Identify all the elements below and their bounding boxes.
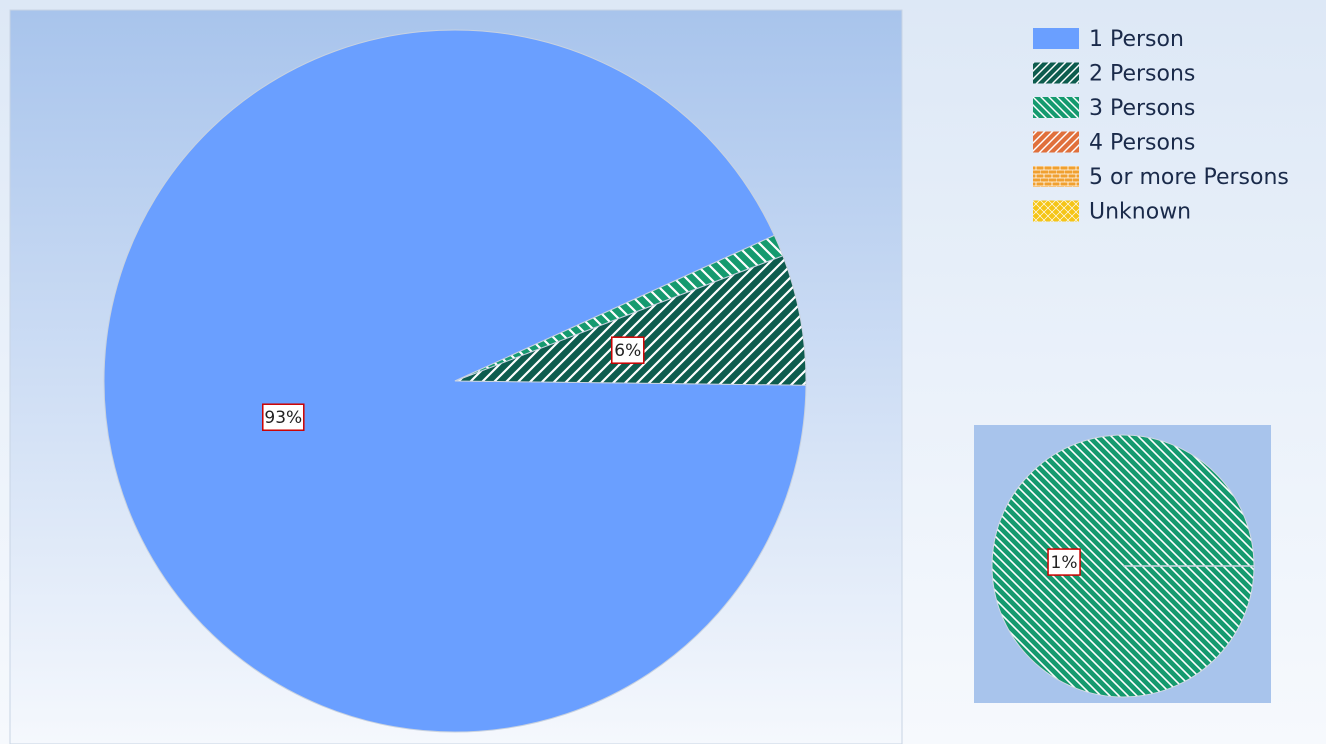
legend-item-1-person[interactable]: 1 Person: [1033, 27, 1184, 52]
main-label-2-persons: 6%: [614, 341, 641, 361]
main-slice-3-persons[interactable]: [454, 234, 784, 382]
legend-label: 2 Persons: [1089, 62, 1195, 87]
inset-label-box: [1047, 548, 1081, 576]
inset-pie: [991, 434, 1255, 698]
legend-item-unknown[interactable]: Unknown: [1033, 200, 1191, 225]
legend-label: 3 Persons: [1089, 96, 1195, 121]
legend-item-2-persons[interactable]: 2 Persons: [1033, 62, 1195, 87]
legend-label: 5 or more Persons: [1089, 165, 1289, 190]
main-label-1-person: 93%: [264, 408, 302, 428]
legend-swatch: [1033, 166, 1079, 187]
inset-pie-labels: 1%: [1047, 548, 1081, 576]
legend-item-3-persons[interactable]: 3 Persons: [1033, 96, 1195, 121]
legend-label: 1 Person: [1089, 27, 1184, 52]
legend-swatch: [1033, 200, 1079, 222]
main-pie: [103, 29, 807, 733]
legend: 1 Person 2 Persons 3 Persons 4 Persons 5 or …: [1033, 27, 1289, 225]
legend-item-4-persons[interactable]: 4 Persons: [1033, 131, 1195, 156]
main-slice-2-persons[interactable]: [454, 255, 807, 386]
legend-swatch: [1033, 131, 1079, 153]
legend-label: Unknown: [1089, 200, 1191, 225]
legend-swatch: [1033, 97, 1079, 118]
inset-label-3-persons: 1%: [1051, 553, 1078, 573]
main-label-box: [262, 403, 305, 431]
legend-item-5-or-more-persons[interactable]: 5 or more Persons: [1033, 165, 1289, 190]
main-label-box: [611, 336, 645, 364]
main-pie-labels: 93% 6%: [262, 336, 645, 431]
legend-swatch: [1033, 28, 1079, 49]
legend-swatch: [1033, 62, 1079, 84]
legend-label: 4 Persons: [1089, 131, 1195, 156]
